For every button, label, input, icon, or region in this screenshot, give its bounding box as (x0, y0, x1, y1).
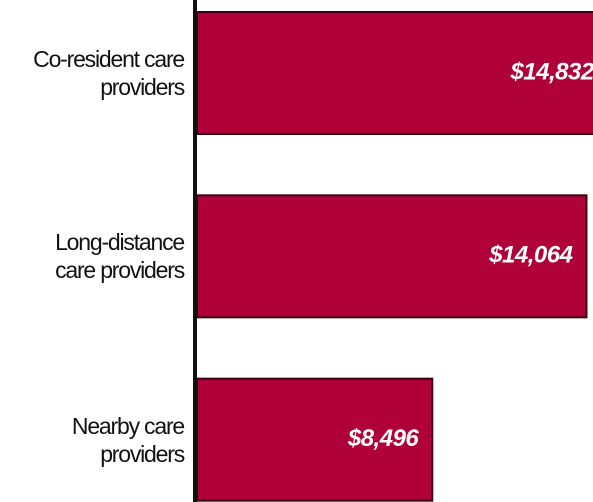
bar (196, 11, 593, 135)
category-label: Long-distance care providers (55, 229, 185, 284)
value-label: $14,064 (488, 242, 572, 269)
value-label: $14,832 (509, 58, 593, 85)
category-label: Co-resident care providers (33, 46, 185, 100)
category-label: Nearby care providers (71, 412, 185, 467)
value-label: $8,496 (347, 425, 420, 452)
